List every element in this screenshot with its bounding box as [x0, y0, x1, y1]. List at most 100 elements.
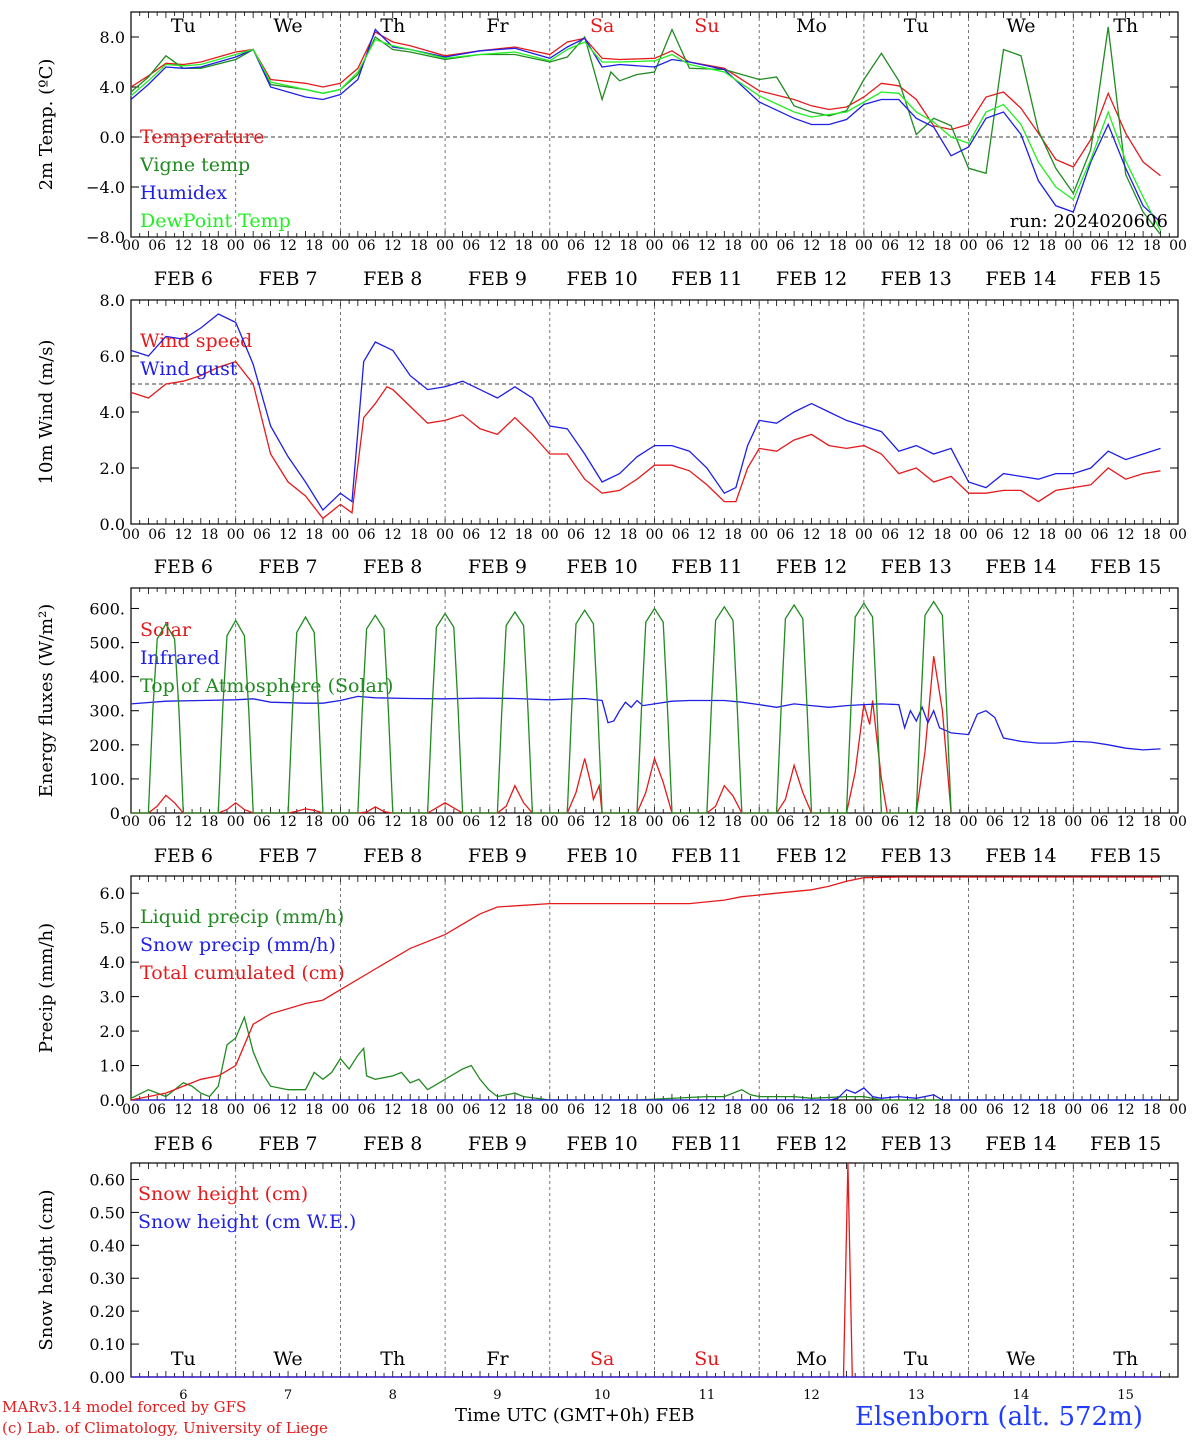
series-line-wind-gust: [130, 313, 1161, 512]
x-hour-tick-label: 00: [436, 238, 454, 254]
x-day-label: FEB 11: [671, 1133, 742, 1155]
x-hour-tick-label: 00: [646, 814, 664, 830]
x-hour-tick-label: 00: [750, 814, 768, 830]
x-hour-tick-label: 12: [279, 1102, 297, 1118]
x-day-label: FEB 14: [985, 268, 1056, 290]
legend-entry: Snow height (cm W.E.): [138, 1211, 356, 1233]
x-hour-tick-label: 12: [1012, 527, 1030, 543]
x-day-label: FEB 12: [776, 556, 847, 578]
x-hour-tick-label: 00: [960, 1102, 978, 1118]
x-hour-tick-label: 18: [724, 238, 742, 254]
y-tick-label: 8.0: [100, 291, 125, 310]
x-hour-tick-label: 00: [750, 527, 768, 543]
x-hour-tick-label: 12: [698, 814, 716, 830]
x-hour-tick-label: 00: [960, 527, 978, 543]
day-number-label: 12: [803, 1388, 820, 1403]
x-hour-tick-label: 00: [227, 1102, 245, 1118]
x-hour-tick-label: 18: [201, 1102, 219, 1118]
x-hour-tick-label: 06: [881, 814, 899, 830]
x-hour-tick-label: 00: [436, 527, 454, 543]
x-hour-tick-label: 12: [279, 527, 297, 543]
x-hour-tick-label: 00: [1169, 527, 1187, 543]
x-day-label: FEB 10: [567, 1133, 638, 1155]
x-hour-tick-label: 06: [148, 527, 166, 543]
y-tick-label: 8.0: [100, 28, 125, 47]
x-hour-tick-label: 12: [698, 527, 716, 543]
x-hour-tick-label: 00: [750, 1102, 768, 1118]
x-hour-tick-label: 18: [829, 1102, 847, 1118]
x-hour-tick-label: 18: [934, 238, 952, 254]
y-axis-label: Energy fluxes (W/m²): [36, 604, 57, 798]
x-hour-tick-label: 00: [855, 238, 873, 254]
legend-entry: Temperature: [140, 126, 264, 148]
x-hour-tick-label: 06: [1091, 238, 1109, 254]
x-day-label: FEB 13: [881, 845, 952, 867]
x-hour-tick-label: 00: [331, 1102, 349, 1118]
legend-entry: Snow precip (mm/h): [140, 934, 336, 956]
x-hour-tick-label: 06: [881, 1102, 899, 1118]
x-hour-tick-label: 18: [515, 238, 533, 254]
x-hour-tick-label: 00: [227, 238, 245, 254]
x-day-label: FEB 9: [468, 556, 527, 578]
x-hour-tick-label: 06: [672, 1102, 690, 1118]
series-line-top-of-atmosphere-solar-: [131, 600, 952, 814]
x-hour-tick-label: 06: [986, 1102, 1004, 1118]
x-hour-tick-label: 18: [1038, 814, 1056, 830]
x-day-label: FEB 9: [468, 268, 527, 290]
y-tick-label: −4.0: [86, 178, 125, 197]
x-hour-tick-label: 12: [907, 814, 925, 830]
x-hour-tick-label: 00: [1169, 1102, 1187, 1118]
day-number-label: 13: [908, 1388, 925, 1403]
x-hour-tick-label: 06: [148, 238, 166, 254]
y-axis-label: 2m Temp. (ºC): [36, 59, 57, 191]
x-hour-tick-label: 12: [489, 814, 507, 830]
plot-frame: [130, 587, 1179, 814]
day-number-label: 8: [389, 1388, 397, 1403]
credit-lab-text: (c) Lab. of Climatology, University of L…: [2, 1419, 328, 1437]
x-day-label: FEB 10: [567, 556, 638, 578]
x-hour-tick-label: 06: [148, 1102, 166, 1118]
weekday-label: Su: [694, 15, 719, 37]
x-hour-tick-label: 12: [279, 238, 297, 254]
run-annotation: run: 2024020606: [1010, 211, 1168, 232]
weekday-label: We: [1006, 15, 1035, 37]
legend-entry: Snow height (cm): [138, 1183, 308, 1205]
weekday-label: Sa: [590, 1348, 614, 1370]
x-hour-tick-label: 12: [593, 814, 611, 830]
x-hour-tick-label: 18: [1143, 1102, 1161, 1118]
weekday-label: Tu: [171, 15, 196, 37]
y-tick-label: 600.: [89, 599, 125, 618]
y-tick-label: 5.0: [100, 919, 125, 938]
x-hour-tick-label: 00: [646, 1102, 664, 1118]
y-tick-label: 0.0: [100, 1091, 125, 1110]
x-day-label: FEB 6: [154, 556, 213, 578]
x-day-label: FEB 8: [363, 845, 422, 867]
x-day-label: FEB 10: [567, 268, 638, 290]
x-hour-tick-label: 18: [1143, 814, 1161, 830]
x-day-label: FEB 14: [985, 556, 1056, 578]
x-hour-tick-label: 18: [619, 238, 637, 254]
x-hour-tick-label: 00: [541, 814, 559, 830]
x-hour-tick-label: 06: [358, 1102, 376, 1118]
x-hour-tick-label: 06: [462, 814, 480, 830]
x-hour-tick-label: 12: [1117, 1102, 1135, 1118]
x-hour-tick-label: 06: [462, 1102, 480, 1118]
x-hour-tick-label: 18: [515, 527, 533, 543]
x-hour-tick-label: 12: [593, 238, 611, 254]
x-day-label: FEB 11: [671, 556, 742, 578]
y-tick-label: 0.: [110, 804, 125, 823]
x-hour-tick-label: 12: [174, 527, 192, 543]
x-hour-tick-label: 06: [672, 527, 690, 543]
x-hour-tick-label: 00: [750, 238, 768, 254]
x-day-label: FEB 6: [154, 268, 213, 290]
x-hour-tick-label: 00: [122, 527, 140, 543]
y-tick-label: 2.0: [100, 1022, 125, 1041]
x-hour-tick-label: 12: [489, 238, 507, 254]
y-tick-label: 4.0: [100, 78, 125, 97]
x-hour-tick-label: 06: [986, 814, 1004, 830]
x-day-label: FEB 8: [363, 1133, 422, 1155]
legend-entry: Solar: [140, 619, 192, 641]
x-day-label: FEB 14: [985, 845, 1056, 867]
x-day-label: FEB 7: [258, 268, 317, 290]
